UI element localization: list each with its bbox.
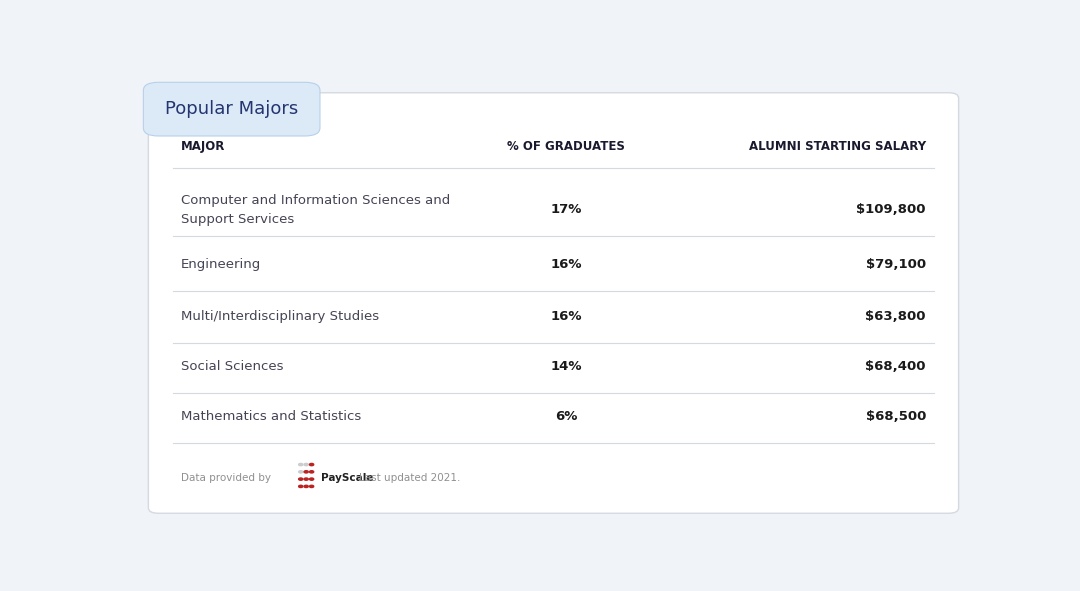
Circle shape	[310, 470, 313, 473]
Text: Last updated 2021.: Last updated 2021.	[360, 473, 461, 483]
Circle shape	[299, 485, 302, 488]
Text: 16%: 16%	[551, 310, 582, 323]
Text: Popular Majors: Popular Majors	[165, 100, 298, 118]
Text: 6%: 6%	[555, 410, 577, 423]
Text: $63,800: $63,800	[865, 310, 926, 323]
Text: MAJOR: MAJOR	[181, 139, 226, 152]
Circle shape	[299, 470, 302, 473]
Text: % OF GRADUATES: % OF GRADUATES	[508, 139, 625, 152]
FancyBboxPatch shape	[148, 93, 959, 513]
Text: Multi/Interdisciplinary Studies: Multi/Interdisciplinary Studies	[181, 310, 379, 323]
Text: $68,400: $68,400	[865, 361, 926, 373]
Text: 14%: 14%	[551, 361, 582, 373]
Circle shape	[299, 463, 302, 466]
Text: $68,500: $68,500	[865, 410, 926, 423]
Text: Engineering: Engineering	[181, 258, 261, 271]
Circle shape	[299, 478, 302, 480]
Circle shape	[310, 478, 313, 480]
Text: Data provided by: Data provided by	[181, 473, 271, 483]
FancyBboxPatch shape	[144, 82, 320, 136]
Circle shape	[305, 463, 308, 466]
Text: $79,100: $79,100	[866, 258, 926, 271]
Circle shape	[305, 470, 308, 473]
Text: 16%: 16%	[551, 258, 582, 271]
Text: ALUMNI STARTING SALARY: ALUMNI STARTING SALARY	[748, 139, 926, 152]
Text: $109,800: $109,800	[856, 203, 926, 216]
Text: Social Sciences: Social Sciences	[181, 361, 284, 373]
Circle shape	[305, 485, 308, 488]
Text: PayScale: PayScale	[321, 473, 374, 483]
Circle shape	[310, 485, 313, 488]
Text: Mathematics and Statistics: Mathematics and Statistics	[181, 410, 362, 423]
Circle shape	[310, 463, 313, 466]
Circle shape	[305, 478, 308, 480]
Text: 17%: 17%	[551, 203, 582, 216]
Text: Computer and Information Sciences and
Support Services: Computer and Information Sciences and Su…	[181, 194, 450, 226]
